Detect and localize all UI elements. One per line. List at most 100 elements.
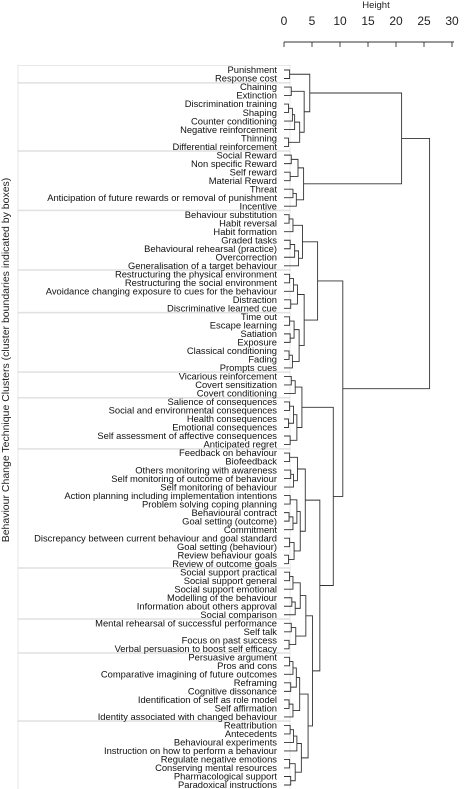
leaf-label: Extinction [236, 90, 277, 101]
axis-tick-label: 5 [309, 14, 316, 28]
dendrogram-branch [292, 582, 301, 609]
leaf-label: Biofeedback [225, 456, 277, 467]
leaf-label: Feedback on behaviour [179, 447, 277, 458]
dendrogram-branch [284, 656, 291, 667]
dendrogram-branch [289, 73, 311, 113]
leaf-label: Social Reward [217, 149, 277, 160]
leaf-label: Non specific Reward [191, 158, 277, 169]
leaf-label: Response cost [215, 73, 277, 84]
dendrogram-branch [302, 241, 319, 321]
leaf-label: Behavioural rehearsal (practice) [144, 243, 277, 254]
dendrogram-branch [284, 759, 291, 769]
leaf-label: Discriminative learned cue [167, 303, 277, 314]
y-axis-title: Behaviour Change Technique Clusters (clu… [0, 178, 12, 543]
dendrogram-branch [284, 729, 294, 743]
cluster-box [17, 567, 291, 620]
dendrogram-branch [284, 452, 291, 462]
leaf-label: Emotional consequences [172, 422, 277, 433]
dendrogram-branch [284, 103, 289, 114]
dendrogram-branch [290, 284, 298, 305]
leaf-label: Anticipated regret [204, 439, 278, 450]
axis-tick-label: 10 [333, 14, 347, 28]
dendrogram-branch [292, 329, 300, 362]
leaf-label: Graded tasks [221, 234, 277, 245]
leaf-label: Threat [250, 183, 277, 194]
leaf-label: Self monitoring of outcome of behaviour [111, 473, 277, 484]
dendrogram-branch [284, 724, 291, 735]
axis-ticks: 0 5 10 15 20 25 30 [281, 14, 459, 47]
leaf-label: Negative reinforcement [180, 124, 277, 135]
dendrogram-branch [284, 401, 291, 411]
dendrogram-branch [284, 699, 290, 709]
dendrogram-branch [342, 137, 431, 390]
dendrogram-branch [305, 615, 314, 727]
leaf-label: Fading [248, 354, 277, 365]
leaf-label: Mental rehearsal of successful performan… [95, 617, 277, 628]
leaf-label: Restructuring the social environment [125, 277, 278, 288]
dendrogram-branch [284, 239, 291, 250]
leaf-label: Social support practical [180, 566, 277, 577]
dendrogram-branch [284, 380, 296, 394]
leaf-label: Review behaviour goals [177, 549, 277, 560]
height-axis: Height 0 5 10 15 20 25 30 [281, 0, 459, 47]
leaf-label: Review of outcome goals [172, 558, 277, 569]
dendrogram-branch [303, 92, 403, 185]
leaf-label: Commitment [224, 524, 278, 535]
leaf-label: Behavioural contract [192, 507, 278, 518]
leaf-label: Information about others approval [137, 600, 277, 611]
dendrogram-branch [284, 735, 298, 752]
leaf-label: Self talk [244, 626, 278, 637]
leaf-label: Social support emotional [174, 583, 277, 594]
axis-tick-label: 0 [281, 14, 288, 28]
leaf-label: Action planning including implementation… [64, 490, 277, 501]
dendrogram-branch [284, 537, 291, 548]
dendrogram-branch [296, 167, 305, 201]
leaf-label: Antecedents [225, 728, 277, 739]
leaf-label: Generalisation of a target behaviour [128, 260, 277, 271]
axis-tick-label: 25 [417, 14, 431, 28]
dendrogram-branch [284, 473, 294, 488]
dendrogram-branch [284, 435, 291, 445]
leaf-label: Verbal persuasion to boost self efficacy [115, 643, 278, 654]
dendrogram-branch [284, 250, 300, 267]
leaf-label: Social and environmental consequences [109, 405, 278, 416]
leaf-label: Others monitoring with awareness [135, 464, 277, 475]
dendrogram-branch [284, 571, 291, 582]
leaf-label: Distraction [233, 294, 277, 305]
leaf-label: Identity associated with changed behavio… [98, 711, 277, 722]
dendrogram-branch [284, 171, 291, 182]
dendrogram-branch [284, 273, 291, 284]
leaf-label: Regulate negative emotions [161, 754, 278, 765]
leaf-label: Identification of self as role model [138, 694, 277, 705]
dendrogram-branch [284, 516, 294, 531]
dendrogram-branch [284, 554, 289, 565]
leaf-label: Behaviour substitution [185, 209, 277, 220]
axis-tick-label: 15 [361, 14, 375, 28]
dendrogram-branch [284, 333, 291, 343]
leaf-label: Self reward [230, 166, 277, 177]
leaf-label: Avoidance changing exposure to cues for … [46, 286, 277, 297]
dendrogram-branch [284, 69, 291, 79]
dendrogram-branch [301, 406, 334, 586]
dendrogram-branch [284, 114, 296, 131]
leaf-label: Cognitive dissonance [188, 686, 277, 697]
leaf-label: Punishment [227, 64, 277, 75]
leaf-label: Problem solving coping planning [142, 498, 277, 509]
leaf-label: Classical conditioning [187, 345, 277, 356]
dendrogram-branch [297, 468, 306, 532]
leaf-label: Goal setting (outcome) [182, 515, 277, 526]
leaf-label: Self assessment of affective consequence… [97, 430, 277, 441]
leaf-label: Anticipation of future rewards or remova… [47, 192, 277, 203]
dendrogram-branch [290, 499, 298, 524]
leaf-label: Shaping [243, 107, 277, 118]
dendrogram-branch [284, 350, 290, 360]
leaf-label: Modelling of the behaviour [167, 592, 277, 603]
dendrogram-branch [284, 703, 294, 718]
leaf-label: Comparative imagining of future outcomes [101, 669, 277, 680]
leaf-label: Time out [241, 311, 278, 322]
leaf-label: Goal setting (behaviour) [177, 541, 277, 552]
leaf-label: Overcorrection [216, 251, 277, 262]
leaf-label: Reframing [234, 677, 277, 688]
dendrogram-branch [284, 218, 294, 233]
